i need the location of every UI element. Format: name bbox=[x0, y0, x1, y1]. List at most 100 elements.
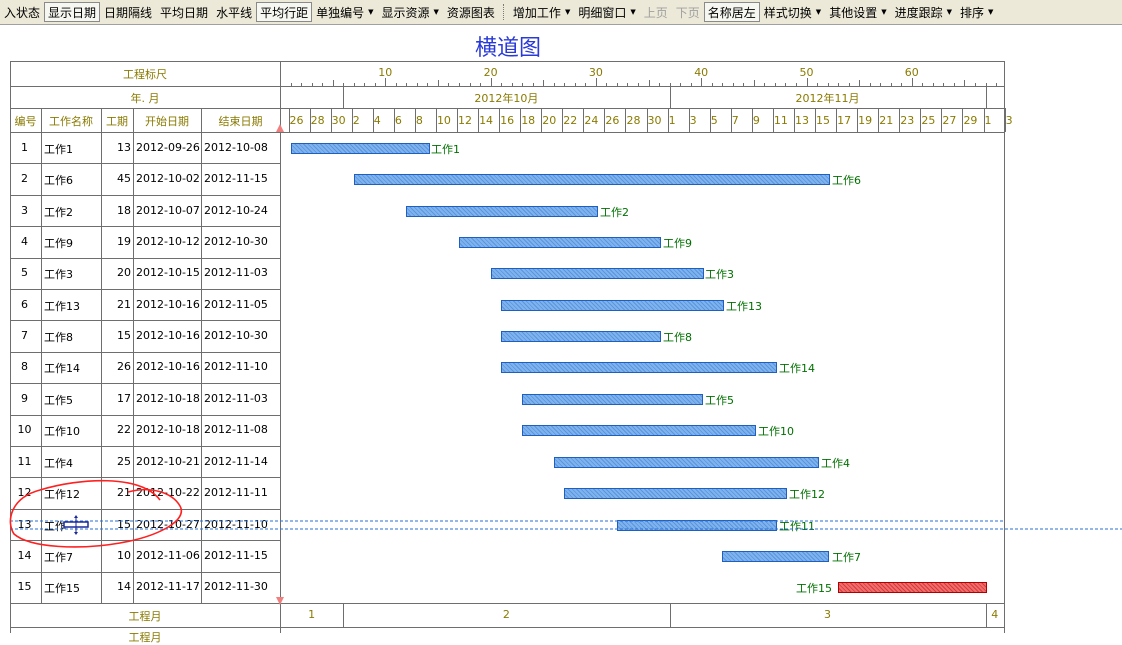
ruler-tick bbox=[775, 83, 776, 86]
task-cell-id: 13 bbox=[17, 518, 32, 531]
day-divider-line bbox=[352, 108, 353, 132]
ruler-tick bbox=[691, 83, 692, 86]
day-divider-line bbox=[310, 108, 311, 132]
ruler-tick bbox=[396, 83, 397, 86]
task-bar[interactable] bbox=[354, 174, 830, 185]
task-bar[interactable] bbox=[501, 300, 724, 311]
toolbar-button-8[interactable]: 资源图表 bbox=[443, 3, 499, 21]
task-bar[interactable] bbox=[522, 425, 756, 436]
day-label: 13 bbox=[794, 114, 809, 127]
toolbar-button-2[interactable]: 日期隔线 bbox=[100, 3, 156, 21]
task-bar[interactable] bbox=[564, 488, 787, 499]
ruler-tick-label: 60 bbox=[904, 66, 919, 79]
day-divider-line bbox=[857, 108, 858, 132]
toolbar-button-1[interactable]: 显示日期 bbox=[44, 2, 101, 22]
project-month-header-2: 工程月 bbox=[128, 631, 162, 644]
ruler-tick bbox=[807, 78, 808, 86]
toolbar-button-5[interactable]: 平均行距 bbox=[256, 2, 313, 22]
ruler-tick bbox=[575, 83, 576, 86]
task-bar[interactable] bbox=[838, 582, 987, 593]
task-cell-name: 工作3 bbox=[44, 268, 73, 281]
day-label: 14 bbox=[479, 114, 494, 127]
ruler-tick bbox=[943, 83, 944, 86]
ruler-tick bbox=[564, 83, 565, 86]
task-bar[interactable] bbox=[501, 362, 777, 373]
task-cell-start: 2012-10-18 bbox=[136, 423, 200, 436]
dropdown-arrow-icon: ▼ bbox=[946, 8, 952, 16]
toolbar-button-4[interactable]: 水平线 bbox=[212, 3, 256, 21]
day-divider-line bbox=[647, 108, 648, 132]
day-divider-line bbox=[541, 108, 542, 132]
row-divider bbox=[10, 509, 280, 510]
column-header-name: 工作名称 bbox=[49, 115, 93, 128]
task-cell-duration: 15 bbox=[117, 518, 131, 531]
task-cell-end: 2012-11-30 bbox=[204, 580, 268, 593]
task-bar[interactable] bbox=[501, 331, 661, 342]
day-label: 16 bbox=[500, 114, 515, 127]
task-bar[interactable] bbox=[722, 551, 829, 562]
task-bar[interactable] bbox=[406, 206, 598, 217]
day-divider-line bbox=[731, 108, 732, 132]
toolbar-button-6[interactable]: 单独编号 ▼ bbox=[312, 3, 377, 21]
task-cell-duration: 22 bbox=[117, 423, 131, 436]
task-cell-id: 14 bbox=[17, 549, 32, 562]
toolbar-button-10[interactable]: 增加工作 ▼ bbox=[509, 3, 574, 21]
ruler-tick bbox=[670, 83, 671, 86]
column-divider bbox=[133, 108, 134, 603]
ruler-tick bbox=[312, 83, 313, 86]
day-divider-line bbox=[920, 108, 921, 132]
toolbar-button-17[interactable]: 进度跟踪 ▼ bbox=[891, 3, 956, 21]
day-label: 8 bbox=[415, 114, 423, 127]
toolbar-button-3[interactable]: 平均日期 bbox=[156, 3, 212, 21]
toolbar-button-16[interactable]: 其他设置 ▼ bbox=[825, 3, 890, 21]
yearmonth-header: 年. 月 bbox=[130, 92, 160, 105]
task-bar-label: 工作7 bbox=[832, 551, 861, 564]
toolbar-button-13[interactable]: 下页 bbox=[672, 3, 704, 21]
toolbar-button-18[interactable]: 排序 ▼ bbox=[956, 3, 997, 21]
day-divider-line bbox=[394, 108, 395, 132]
task-bar[interactable] bbox=[459, 237, 661, 248]
day-label: 18 bbox=[521, 114, 536, 127]
project-month-divider bbox=[10, 627, 1004, 628]
task-cell-duration: 19 bbox=[117, 235, 131, 248]
day-label: 3 bbox=[689, 114, 697, 127]
toolbar-button-0[interactable]: 入状态 bbox=[0, 3, 44, 21]
ruler-tick bbox=[470, 83, 471, 86]
ruler-tick bbox=[649, 80, 650, 86]
task-bar[interactable] bbox=[491, 268, 704, 279]
ruler-tick-label: 30 bbox=[588, 66, 603, 79]
ruler-tick bbox=[828, 83, 829, 86]
day-label: 21 bbox=[879, 114, 894, 127]
ruler-tick bbox=[986, 83, 987, 86]
ruler-divider bbox=[10, 86, 1004, 87]
task-cell-start: 2012-10-12 bbox=[136, 235, 200, 248]
day-divider-line bbox=[499, 108, 500, 132]
toolbar-button-15[interactable]: 样式切换 ▼ bbox=[760, 3, 825, 21]
toolbar-button-11[interactable]: 明细窗口 ▼ bbox=[574, 3, 639, 21]
task-bar[interactable] bbox=[291, 143, 430, 154]
day-divider-line bbox=[373, 108, 374, 132]
task-bar[interactable] bbox=[522, 394, 703, 405]
toolbar-button-label: 平均行距 bbox=[260, 5, 309, 20]
task-cell-id: 1 bbox=[21, 141, 28, 154]
ruler-tick bbox=[459, 83, 460, 86]
task-bar[interactable] bbox=[617, 520, 777, 531]
day-label: 4 bbox=[373, 114, 381, 127]
toolbar-button-label: 排序 bbox=[960, 5, 985, 20]
toolbar-button-14[interactable]: 名称居左 bbox=[703, 2, 760, 22]
task-cell-id: 2 bbox=[21, 172, 28, 185]
task-bar[interactable] bbox=[554, 457, 819, 468]
task-cell-id: 10 bbox=[17, 423, 32, 436]
task-cell-duration: 45 bbox=[117, 172, 131, 185]
task-cell-id: 3 bbox=[21, 204, 28, 217]
task-cell-name: 工作1 bbox=[44, 143, 73, 156]
project-month-label: 2 bbox=[502, 608, 510, 621]
toolbar-button-7[interactable]: 显示资源 ▼ bbox=[378, 3, 443, 21]
task-cell-id: 6 bbox=[21, 298, 28, 311]
toolbar-button-12[interactable]: 上页 bbox=[640, 3, 672, 21]
ruler-tick-label: 50 bbox=[799, 66, 814, 79]
ruler-tick bbox=[901, 83, 902, 86]
month-boundary bbox=[343, 86, 344, 108]
toolbar-button-label: 单独编号 bbox=[316, 5, 365, 20]
task-bar-label: 工作6 bbox=[832, 174, 861, 187]
